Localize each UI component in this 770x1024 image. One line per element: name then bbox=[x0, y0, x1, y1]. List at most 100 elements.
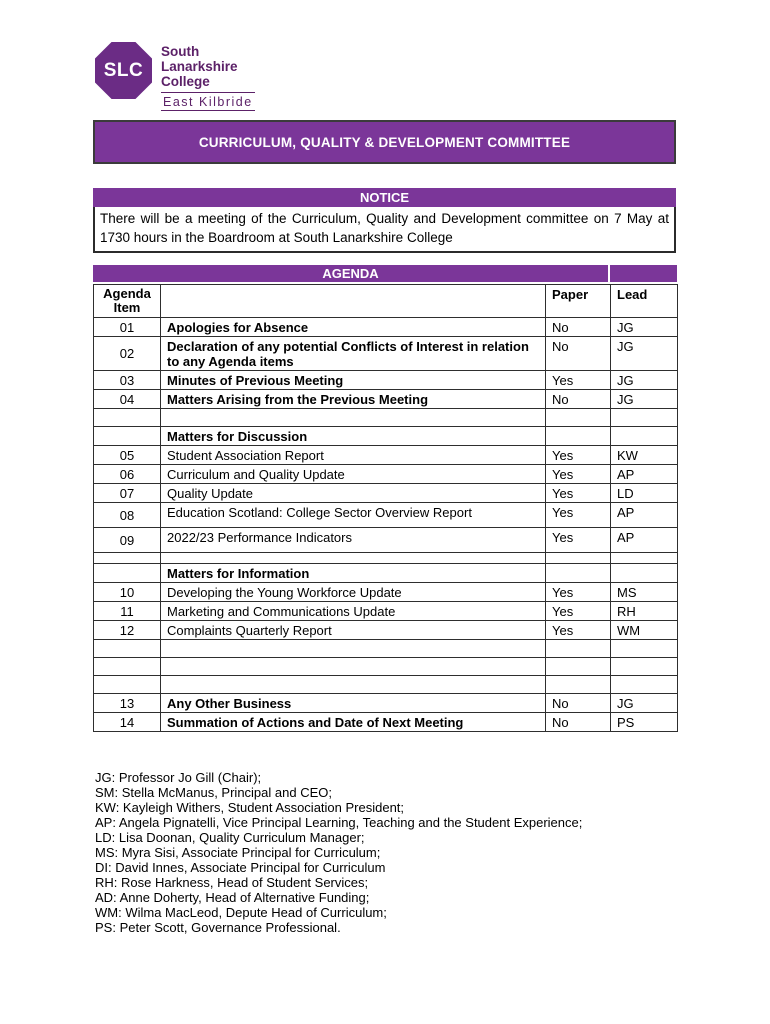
agenda-item-number bbox=[93, 639, 161, 658]
agenda-item-lead bbox=[610, 639, 678, 658]
agenda-item-paper: No bbox=[545, 317, 611, 337]
agenda-item-row: 11 Marketing and Communications Update Yes… bbox=[93, 601, 678, 621]
agenda-item-lead: AP bbox=[610, 502, 678, 528]
agenda-item-lead: KW bbox=[610, 445, 678, 465]
agenda-item-paper: No bbox=[545, 693, 611, 713]
agenda-item-row: 10 Developing the Young Workforce Update Y… bbox=[93, 582, 678, 602]
agenda-column-header-row: Agenda Item Paper Lead bbox=[93, 284, 678, 318]
agenda-item-title: Curriculum and Quality Update bbox=[160, 464, 546, 484]
agenda-item-lead: WM bbox=[610, 620, 678, 640]
agenda-item-title: Quality Update bbox=[160, 483, 546, 503]
agenda-item-paper: Yes bbox=[545, 582, 611, 602]
agenda-item-lead bbox=[610, 408, 678, 427]
legend-line: SM: Stella McManus, Principal and CEO; bbox=[95, 785, 332, 800]
agenda-item-lead bbox=[610, 657, 678, 676]
agenda-item-paper: Yes bbox=[545, 527, 611, 553]
agenda-item-title: Any Other Business bbox=[160, 693, 546, 713]
agenda-section: AGENDA Agenda Item Paper Lead 01 Apologie… bbox=[93, 265, 678, 732]
agenda-item-number: 01 bbox=[93, 317, 161, 337]
agenda-item-title: Matters Arising from the Previous Meetin… bbox=[160, 389, 546, 409]
agenda-item-paper bbox=[545, 426, 611, 446]
agenda-item-paper bbox=[545, 639, 611, 658]
agenda-item-title bbox=[160, 675, 546, 694]
agenda-item-title bbox=[160, 639, 546, 658]
attendee-legend: JG: Professor Jo Gill (Chair); SM: Stella… bbox=[95, 770, 582, 935]
agenda-header-cell: AGENDA bbox=[93, 265, 608, 282]
committee-title: CURRICULUM, QUALITY & DEVELOPMENT COMMIT… bbox=[198, 134, 571, 150]
notice-header: NOTICE bbox=[359, 190, 410, 205]
agenda-item-title: Declaration of any potential Conflicts o… bbox=[160, 336, 546, 371]
agenda-item-title: Developing the Young Workforce Update bbox=[160, 582, 546, 602]
agenda-item-number bbox=[93, 675, 161, 694]
agenda-item-paper bbox=[545, 675, 611, 694]
legend-line: AP: Angela Pignatelli, Vice Principal Le… bbox=[95, 815, 583, 830]
agenda-item-paper: Yes bbox=[545, 483, 611, 503]
agenda-item-row: 08 Education Scotland: College Sector Ove… bbox=[93, 502, 678, 528]
agenda-item-lead: PS bbox=[610, 712, 678, 732]
agenda-item-title: Apologies for Absence bbox=[160, 317, 546, 337]
legend-line: LD: Lisa Doonan, Quality Curriculum Mana… bbox=[95, 830, 365, 845]
agenda-item-lead: AP bbox=[610, 464, 678, 484]
agenda-item-lead: JG bbox=[610, 370, 678, 390]
column-header-lead: Lead bbox=[610, 284, 678, 318]
notice-section: NOTICE There will be a meeting of the Cu… bbox=[93, 188, 676, 253]
agenda-item-paper bbox=[545, 563, 611, 583]
agenda-item-title bbox=[160, 408, 546, 427]
agenda-item-paper: Yes bbox=[545, 445, 611, 465]
legend-line: AD: Anne Doherty, Head of Alternative Fu… bbox=[95, 890, 370, 905]
agenda-item-lead: JG bbox=[610, 336, 678, 371]
agenda-item-lead: JG bbox=[610, 693, 678, 713]
agenda-item-paper bbox=[545, 552, 611, 564]
logo-name-line: College bbox=[161, 74, 210, 89]
agenda-item-paper: Yes bbox=[545, 502, 611, 528]
logo-campus: East Kilbride bbox=[161, 92, 255, 111]
agenda-item-title bbox=[160, 552, 546, 564]
agenda-item-paper: No bbox=[545, 712, 611, 732]
agenda-item-number: 04 bbox=[93, 389, 161, 409]
logo-name-line: South bbox=[161, 44, 200, 59]
agenda-item-number bbox=[93, 552, 161, 564]
agenda-item-title: Summation of Actions and Date of Next Me… bbox=[160, 712, 546, 732]
legend-line: DI: David Innes, Associate Principal for… bbox=[95, 860, 386, 875]
agenda-item-paper: Yes bbox=[545, 464, 611, 484]
agenda-empty-row bbox=[93, 675, 678, 694]
agenda-item-row: 14 Summation of Actions and Date of Next … bbox=[93, 712, 678, 732]
agenda-item-lead: LD bbox=[610, 483, 678, 503]
agenda-table: Agenda Item Paper Lead 01 Apologies for A… bbox=[93, 284, 678, 732]
agenda-item-paper: Yes bbox=[545, 601, 611, 621]
legend-line: KW: Kayleigh Withers, Student Associatio… bbox=[95, 800, 405, 815]
agenda-item-row: 03 Minutes of Previous Meeting Yes JG bbox=[93, 370, 678, 390]
column-header-item: Agenda Item bbox=[93, 284, 161, 318]
agenda-item-number bbox=[93, 657, 161, 676]
agenda-item-number: 11 bbox=[93, 601, 161, 621]
legend-line: WM: Wilma MacLeod, Depute Head of Curric… bbox=[95, 905, 387, 920]
agenda-item-lead bbox=[610, 552, 678, 564]
agenda-item-row: 07 Quality Update Yes LD bbox=[93, 483, 678, 503]
agenda-item-number: 03 bbox=[93, 370, 161, 390]
agenda-empty-row bbox=[93, 639, 678, 658]
legend-line: JG: Professor Jo Gill (Chair); bbox=[95, 770, 262, 785]
agenda-item-paper: No bbox=[545, 336, 611, 371]
agenda-item-paper bbox=[545, 657, 611, 676]
agenda-item-title: Matters for Information bbox=[160, 563, 546, 583]
agenda-item-number bbox=[93, 563, 161, 583]
notice-header-bar: NOTICE bbox=[93, 188, 676, 207]
agenda-item-row: 12 Complaints Quarterly Report Yes WM bbox=[93, 620, 678, 640]
agenda-item-lead bbox=[610, 563, 678, 583]
agenda-item-paper: Yes bbox=[545, 620, 611, 640]
agenda-item-lead: AP bbox=[610, 527, 678, 553]
agenda-item-title: Matters for Discussion bbox=[160, 426, 546, 446]
agenda-item-paper: Yes bbox=[545, 370, 611, 390]
agenda-header-lead-cell bbox=[610, 265, 677, 282]
agenda-section-row: Matters for Information bbox=[93, 563, 678, 583]
agenda-empty-row bbox=[93, 408, 678, 427]
agenda-item-title: Minutes of Previous Meeting bbox=[160, 370, 546, 390]
logo-acronym: SLC bbox=[103, 59, 144, 81]
agenda-item-number: 06 bbox=[93, 464, 161, 484]
agenda-item-row: 02 Declaration of any potential Conflicts… bbox=[93, 336, 678, 371]
agenda-item-row: 05 Student Association Report Yes KW bbox=[93, 445, 678, 465]
agenda-item-lead: MS bbox=[610, 582, 678, 602]
agenda-header: AGENDA bbox=[322, 266, 379, 281]
agenda-item-paper bbox=[545, 408, 611, 427]
